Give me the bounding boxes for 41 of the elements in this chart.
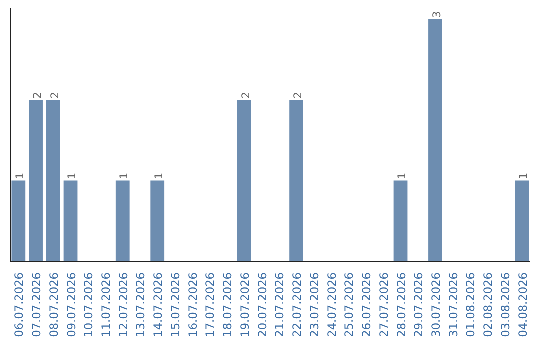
- x-tick-label: 22.07.2026: [290, 272, 304, 338]
- data-label: 2: [48, 92, 62, 99]
- data-label: 1: [396, 172, 409, 180]
- x-tick-label: 12.07.2026: [116, 272, 130, 338]
- x-tick-label: 04.08.2026: [516, 272, 530, 338]
- x-tick-label: 14.07.2026: [151, 272, 166, 338]
- x-tick-label: 13.07.2026: [134, 272, 148, 338]
- x-tick-label: 17.07.2026: [203, 272, 218, 338]
- data-label: 3: [430, 11, 444, 18]
- x-tick-label: 10.07.2026: [82, 272, 96, 338]
- x-tick-label: 01.08.2026: [464, 272, 478, 338]
- x-tick-label: 08.07.2026: [46, 272, 61, 338]
- data-label: 2: [239, 92, 252, 99]
- x-tick-label: 15.07.2026: [168, 272, 182, 338]
- x-tick-label: 07.07.2026: [30, 272, 44, 338]
- x-tick-label: 26.07.2026: [360, 272, 374, 338]
- x-tick-label: 30.07.2026: [428, 272, 443, 338]
- x-tick-label: 29.07.2026: [412, 272, 426, 338]
- x-tick-label: 27.07.2026: [376, 272, 391, 338]
- data-label: 2: [291, 92, 304, 99]
- x-tick-label: 28.07.2026: [394, 272, 408, 338]
- data-label: 1: [118, 172, 131, 180]
- x-tick-label: 03.08.2026: [498, 272, 512, 338]
- data-label: 2: [30, 92, 44, 99]
- data-label: 1: [517, 172, 530, 180]
- x-tick-label: 20.07.2026: [255, 272, 270, 338]
- x-tick-label: 19.07.2026: [238, 272, 252, 338]
- x-tick-label: 21.07.2026: [272, 272, 287, 338]
- x-tick-label: 18.07.2026: [220, 272, 235, 338]
- x-tick-label: 09.07.2026: [64, 272, 78, 338]
- x-tick-label: 24.07.2026: [324, 272, 339, 338]
- data-label: 1: [14, 172, 27, 180]
- x-tick-label: 16.07.2026: [186, 272, 200, 338]
- x-tick-label: 02.08.2026: [481, 272, 496, 338]
- x-tick-label: 31.07.2026: [446, 272, 460, 338]
- data-label: 1: [152, 172, 166, 180]
- x-tick-label: 23.07.2026: [307, 272, 322, 338]
- x-tick-label: 06.07.2026: [12, 272, 26, 338]
- data-label: 1: [66, 172, 79, 180]
- x-tick-label: 25.07.2026: [342, 272, 356, 338]
- x-tick-label: 11.07.2026: [99, 272, 114, 338]
